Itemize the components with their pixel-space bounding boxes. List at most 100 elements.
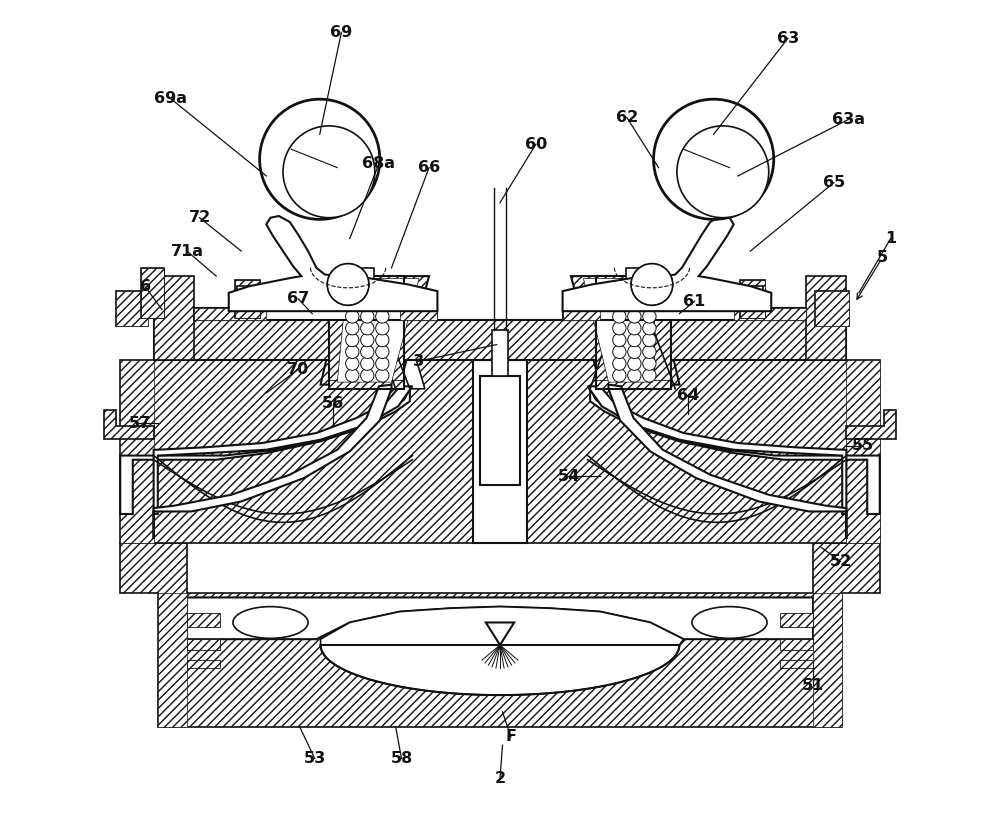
Circle shape <box>613 310 626 323</box>
Circle shape <box>376 322 389 335</box>
Text: 63a: 63a <box>832 112 865 127</box>
Bar <box>742 286 763 309</box>
Circle shape <box>361 357 374 370</box>
Bar <box>780 660 813 669</box>
Circle shape <box>613 298 626 311</box>
Bar <box>780 614 813 627</box>
Circle shape <box>631 263 673 305</box>
Polygon shape <box>329 276 346 389</box>
Text: 57: 57 <box>128 415 151 431</box>
Text: 1: 1 <box>885 231 896 246</box>
Circle shape <box>361 310 374 323</box>
Text: 62: 62 <box>616 110 638 125</box>
Circle shape <box>376 298 389 311</box>
Polygon shape <box>337 278 419 382</box>
Polygon shape <box>120 359 880 543</box>
Polygon shape <box>846 359 880 543</box>
Circle shape <box>654 99 774 219</box>
Circle shape <box>346 357 359 370</box>
Circle shape <box>628 334 641 347</box>
Text: 67: 67 <box>287 291 309 306</box>
Circle shape <box>628 310 641 323</box>
Bar <box>116 291 148 326</box>
Polygon shape <box>154 386 412 514</box>
Text: 72: 72 <box>188 210 211 225</box>
Polygon shape <box>588 386 846 514</box>
Polygon shape <box>608 385 846 539</box>
Bar <box>235 280 260 318</box>
Bar <box>740 280 765 318</box>
Bar <box>815 291 849 326</box>
Text: 3: 3 <box>413 354 424 369</box>
Text: 69: 69 <box>330 25 353 40</box>
Bar <box>187 660 220 669</box>
Polygon shape <box>583 278 653 382</box>
Circle shape <box>346 345 359 359</box>
Polygon shape <box>187 598 813 640</box>
Bar <box>346 268 374 280</box>
Bar <box>329 276 404 284</box>
Circle shape <box>628 322 641 335</box>
Text: F: F <box>505 729 516 744</box>
Circle shape <box>613 334 626 347</box>
Circle shape <box>327 263 369 305</box>
Text: 60: 60 <box>525 137 547 152</box>
Circle shape <box>283 126 375 217</box>
Text: 66: 66 <box>418 161 440 175</box>
Text: 69a: 69a <box>154 91 187 106</box>
Polygon shape <box>120 359 154 543</box>
Circle shape <box>643 286 656 299</box>
Bar <box>237 286 258 309</box>
Text: 2: 2 <box>494 771 506 786</box>
Polygon shape <box>158 594 187 726</box>
Circle shape <box>613 357 626 370</box>
Polygon shape <box>104 410 154 439</box>
Bar <box>596 276 671 284</box>
Text: 70: 70 <box>287 362 309 377</box>
Bar <box>780 640 813 650</box>
Circle shape <box>628 357 641 370</box>
Bar <box>116 291 148 326</box>
Circle shape <box>628 345 641 359</box>
Text: 55: 55 <box>852 438 874 453</box>
Polygon shape <box>194 284 437 320</box>
Circle shape <box>628 369 641 382</box>
Circle shape <box>361 345 374 359</box>
Polygon shape <box>194 308 266 320</box>
Polygon shape <box>563 284 806 320</box>
Polygon shape <box>120 389 410 514</box>
Circle shape <box>346 298 359 311</box>
Circle shape <box>643 369 656 382</box>
Circle shape <box>361 286 374 299</box>
Circle shape <box>361 334 374 347</box>
Circle shape <box>613 322 626 335</box>
Bar <box>626 268 654 280</box>
Polygon shape <box>154 385 392 539</box>
Bar <box>596 380 671 389</box>
Circle shape <box>613 345 626 359</box>
Circle shape <box>346 310 359 323</box>
Circle shape <box>613 369 626 382</box>
Polygon shape <box>654 276 671 389</box>
Circle shape <box>643 298 656 311</box>
Polygon shape <box>400 308 437 320</box>
Circle shape <box>376 357 389 370</box>
Bar <box>815 291 849 326</box>
Polygon shape <box>387 276 404 389</box>
Circle shape <box>376 345 389 359</box>
Text: 71a: 71a <box>171 243 204 258</box>
Text: 58: 58 <box>390 751 413 766</box>
Circle shape <box>613 286 626 299</box>
Text: 53: 53 <box>304 751 326 766</box>
Text: 64: 64 <box>677 388 699 403</box>
Polygon shape <box>346 276 425 389</box>
Bar <box>187 614 220 627</box>
Text: 63: 63 <box>777 31 799 46</box>
Circle shape <box>376 310 389 323</box>
Text: 51: 51 <box>802 677 824 692</box>
Circle shape <box>643 322 656 335</box>
Bar <box>154 319 846 359</box>
Polygon shape <box>486 623 514 645</box>
Circle shape <box>346 286 359 299</box>
Ellipse shape <box>692 607 767 639</box>
